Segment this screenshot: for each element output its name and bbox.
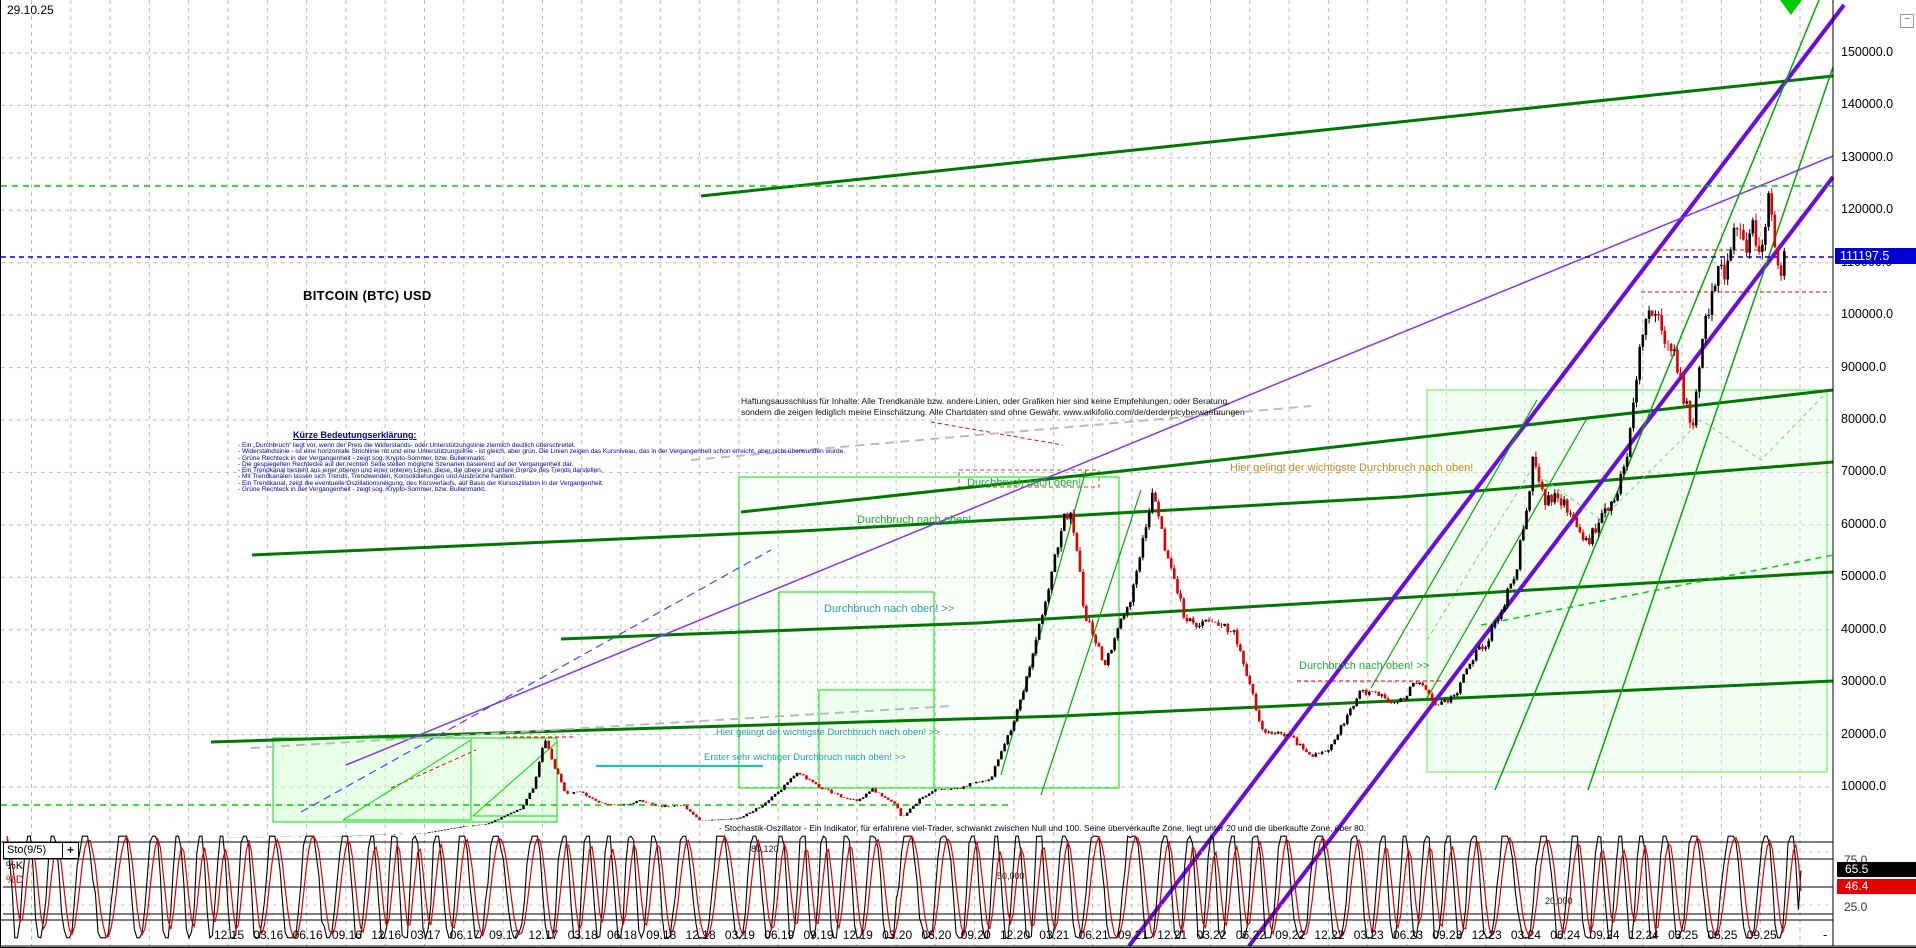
legend-lines: - Ein „Durchbruch“ liegt vor, wenn der P… bbox=[238, 442, 846, 494]
time-axis-label: 12.21 bbox=[1157, 928, 1188, 942]
price-axis-label: 20000.0 bbox=[1841, 726, 1887, 741]
breakout-annotation: Durchbruch nach oben! bbox=[857, 514, 972, 526]
percent-k-value-badge: 65.5 bbox=[1837, 862, 1916, 877]
time-axis-label: 06.25 bbox=[1707, 928, 1738, 942]
time-axis-label: 09.23 bbox=[1432, 928, 1463, 942]
price-axis-label: 140000.0 bbox=[1841, 97, 1894, 112]
price-axis-label: 90000.0 bbox=[1841, 359, 1887, 374]
legend-line: - Ein „Durchbruch“ liegt vor, wenn der P… bbox=[238, 442, 576, 449]
time-axis-label: 09.24 bbox=[1589, 928, 1620, 942]
time-axis-label: 03.23 bbox=[1353, 928, 1384, 942]
time-axis-label: 12.19 bbox=[842, 928, 873, 942]
time-axis-label: 06.19 bbox=[764, 928, 795, 942]
time-axis-label: 03.16 bbox=[253, 928, 284, 942]
time-axis-label: 06.20 bbox=[921, 928, 952, 942]
time-axis-label: 12.20 bbox=[1000, 928, 1031, 942]
price-axis-label: 60000.0 bbox=[1841, 516, 1887, 531]
price-axis-label: 130000.0 bbox=[1841, 149, 1894, 164]
price-axis-label: 30000.0 bbox=[1841, 674, 1887, 689]
time-axis-label: 06.24 bbox=[1550, 928, 1581, 942]
breakout-annotation: Durchbruch nach oben! >> bbox=[1299, 660, 1430, 672]
price-axis-label: 100000.0 bbox=[1841, 307, 1894, 322]
percent-d-value-badge: 46.4 bbox=[1837, 879, 1916, 894]
time-axis-label: 03.21 bbox=[1039, 928, 1070, 942]
time-axis-label: 09.16 bbox=[331, 928, 362, 942]
price-axis-label: 80000.0 bbox=[1841, 412, 1887, 426]
time-axis-label: 12.22 bbox=[1314, 928, 1345, 942]
legend-line: - Widerstandslinie - ist eine horizontal… bbox=[238, 448, 846, 456]
legend-line: - Mit Trendkanälen lassen sich Trends, T… bbox=[238, 473, 517, 481]
price-axis-label: 50000.0 bbox=[1841, 569, 1887, 584]
legend-line: - Grüne Rechteck in der Vergangenheit - … bbox=[238, 486, 486, 494]
breakout-annotation: Durchbruch nach oben! >> bbox=[824, 603, 955, 615]
breakout-annotation: Hier gelingt der wichtigste Durchbruch n… bbox=[716, 727, 940, 738]
time-axis-label: 03.18 bbox=[567, 928, 598, 942]
stochastic-indicator-label: Sto(9/5) bbox=[3, 842, 64, 859]
time-axis-label: 06.18 bbox=[607, 928, 638, 942]
time-axis-label: 09.18 bbox=[646, 928, 677, 942]
price-axis-label: 70000.0 bbox=[1841, 464, 1887, 479]
time-axis-label: 03.20 bbox=[882, 928, 913, 942]
page-title: BITCOIN (BTC) USD bbox=[303, 288, 432, 303]
price-axis-label: 40000.0 bbox=[1841, 621, 1887, 636]
current-price-badge: 111197.5 bbox=[1835, 248, 1916, 264]
time-axis-label: 09.20 bbox=[960, 928, 991, 942]
time-axis-label: 06.22 bbox=[1235, 928, 1266, 942]
time-axis-label: 06.17 bbox=[449, 928, 480, 942]
time-axis-label: 03.25 bbox=[1668, 928, 1699, 942]
time-axis-label: 12.24 bbox=[1628, 928, 1659, 942]
time-axis-label: 03.24 bbox=[1510, 928, 1541, 942]
breakout-annotation: Durchbruch nach oben! bbox=[967, 477, 1082, 489]
disclaimer-line: Haftungsausschluss für Inhalte: Alle Tre… bbox=[741, 396, 1230, 406]
disclaimer-line: sondern die zeigen lediglich meine Einsc… bbox=[741, 407, 1245, 417]
legend-line: - Ein Trendkanal besteht aus einer obere… bbox=[238, 467, 603, 475]
time-axis-label: 12.18 bbox=[685, 928, 716, 942]
percent-k-label: %K bbox=[6, 860, 24, 872]
time-axis-label: 09.22 bbox=[1275, 928, 1306, 942]
level-inline-label: 50,000 bbox=[997, 871, 1025, 881]
legend-line: - Grüne Rechteck in der Vergangenheit - … bbox=[238, 454, 486, 462]
time-axis-label: 03.22 bbox=[1196, 928, 1227, 942]
price-axis-label: 150000.0 bbox=[1841, 45, 1894, 59]
chart-date: 29.10.25 bbox=[7, 3, 54, 17]
legend-line: - Ein Trendkanal, zeigt die eventuelle O… bbox=[238, 479, 604, 487]
expand-indicator-button[interactable]: + bbox=[62, 842, 79, 859]
time-axis-label: 12.17 bbox=[528, 928, 559, 942]
time-axis-label: 12.16 bbox=[371, 928, 402, 942]
time-axis-label: 03.17 bbox=[410, 928, 441, 942]
percent-d-label: %D bbox=[6, 874, 24, 886]
time-axis-label: 09.21 bbox=[1117, 928, 1148, 942]
legend-heading: Kürze Bedeutungserklärung: bbox=[293, 430, 417, 440]
time-axis-label: 06.23 bbox=[1393, 928, 1424, 942]
time-axis-label: 12.23 bbox=[1471, 928, 1502, 942]
oscillator-description: - Stochastik-Oszillator - Ein Indikator,… bbox=[719, 823, 1366, 833]
price-axis-label: 10000.0 bbox=[1841, 779, 1887, 793]
time-axis-label: 12.15 bbox=[214, 928, 245, 942]
time-axis-label: 09.25 bbox=[1746, 928, 1777, 942]
minimize-icon[interactable]: − bbox=[1900, 14, 1914, 28]
time-axis-label: 03.19 bbox=[724, 928, 755, 942]
time-axis-label: 06.21 bbox=[1078, 928, 1109, 942]
breakout-annotation: Hier gelingt der wichtigste Durchbruch n… bbox=[1230, 462, 1474, 474]
time-axis-end-dash: - bbox=[1823, 927, 1828, 942]
time-axis-label: 06.16 bbox=[292, 928, 323, 942]
level-inline-label: 80,120 bbox=[751, 844, 779, 854]
breakout-annotation: Erster sehr wichtiger Durchbruch nach ob… bbox=[704, 752, 906, 763]
time-axis-label: 09.19 bbox=[803, 928, 834, 942]
oscillator-level-25: 25.0 bbox=[1844, 900, 1868, 914]
legend-line: - Die gespiegelten Rechtecke auf der rec… bbox=[238, 460, 574, 468]
price-axis-label: 120000.0 bbox=[1841, 202, 1894, 217]
time-axis-label: 09.17 bbox=[489, 928, 520, 942]
level-inline-label: 20,000 bbox=[1545, 896, 1573, 906]
